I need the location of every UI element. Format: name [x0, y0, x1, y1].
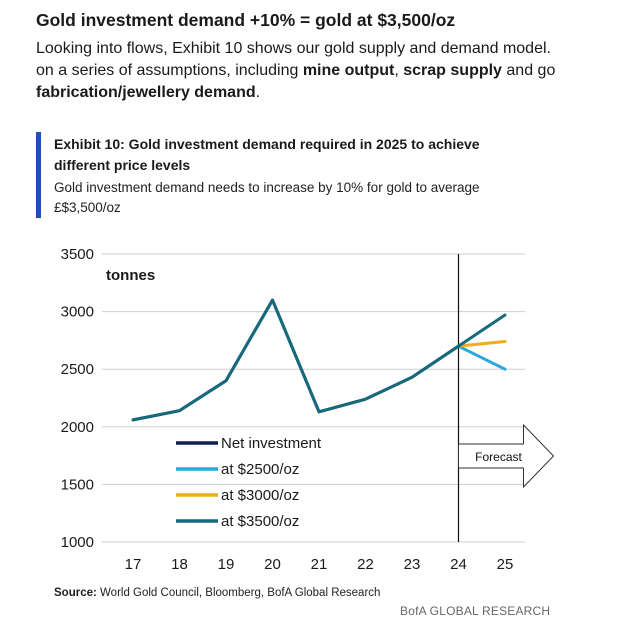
- legend-label: Net investment: [221, 435, 322, 452]
- x-tick-label: 17: [125, 556, 142, 573]
- series-line-0: [131, 298, 460, 422]
- x-tick-label: 18: [171, 556, 188, 573]
- mine-output-term: mine output: [302, 62, 395, 79]
- exhibit-accent-bar: [36, 132, 41, 218]
- unit-label: tonnes: [106, 267, 155, 284]
- exhibit-subtitle: Gold investment demand needs to increase…: [54, 180, 480, 215]
- y-tick-label: 2500: [61, 361, 94, 378]
- series-line-1: [457, 344, 507, 371]
- brand-footer: BofA GLOBAL RESEARCH: [400, 604, 551, 618]
- intro-line-3: fabrication/jewellery demand.: [36, 84, 261, 101]
- y-tick-label: 3000: [61, 304, 94, 321]
- exhibit-header: Exhibit 10: Gold investment demand requi…: [36, 132, 556, 218]
- line-chart: 1000 1500 2000 2500 3000 3500 17 18 19 20 21 22 23 2…: [61, 246, 555, 573]
- y-tick-label: 1500: [61, 476, 94, 493]
- x-tick-label: 21: [311, 556, 328, 573]
- source-note: Source: World Gold Council, Bloomberg, B…: [54, 587, 381, 599]
- exhibit-title: Exhibit 10: Gold investment demand requi…: [54, 136, 480, 173]
- forecast-arrow: [458, 423, 555, 489]
- y-tick-label: 3500: [61, 246, 94, 263]
- intro-line-2: on a series of assumptions, including mi…: [36, 62, 556, 79]
- x-tick-label: 23: [404, 556, 421, 573]
- headline: Gold investment demand +10% = gold at $3…: [36, 10, 456, 30]
- x-tick-label: 22: [357, 556, 374, 573]
- series-line-2: [457, 340, 507, 348]
- legend-label: at $3500/oz: [221, 513, 299, 530]
- y-tick-label: 1000: [61, 534, 94, 551]
- x-tick-label: 20: [264, 556, 281, 573]
- fabrication-term: fabrication/jewellery demand: [36, 84, 256, 101]
- legend-label: at $3000/oz: [221, 487, 299, 504]
- x-tick-label: 19: [218, 556, 235, 573]
- intro-paragraph: Looking into flows, Exhibit 10 shows our…: [36, 38, 620, 104]
- intro-line-1: Looking into flows, Exhibit 10 shows our…: [36, 40, 551, 57]
- scrap-supply-term: scrap supply: [403, 62, 502, 79]
- x-tick-label: 24: [450, 556, 467, 573]
- y-tick-label: 2000: [61, 419, 94, 436]
- forecast-label: Forecast: [475, 450, 522, 464]
- legend-label: at $2500/oz: [221, 461, 299, 478]
- x-tick-label: 25: [497, 556, 514, 573]
- series-line-3: [131, 298, 507, 422]
